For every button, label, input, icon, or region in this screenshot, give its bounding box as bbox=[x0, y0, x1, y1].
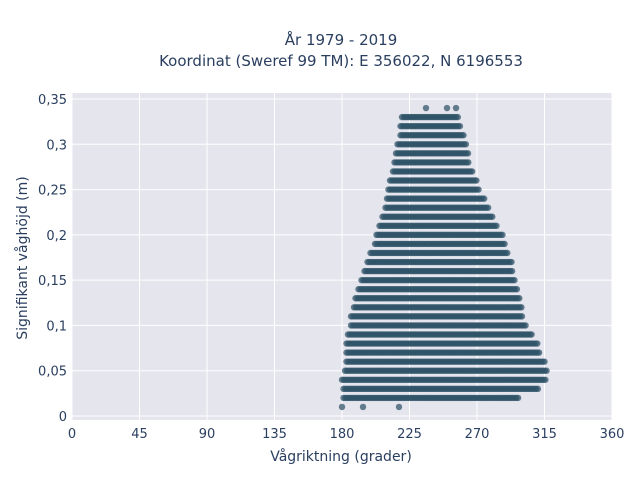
y-tick-label: 0,2 bbox=[46, 229, 67, 244]
scatter-point bbox=[543, 367, 550, 374]
y-tick-label: 0,15 bbox=[38, 274, 67, 289]
scatter-point bbox=[516, 295, 523, 302]
y-tick-label: 0,1 bbox=[46, 319, 67, 334]
scatter-point bbox=[499, 231, 506, 239]
scatter-point bbox=[508, 267, 516, 275]
scatter-point bbox=[493, 222, 500, 229]
x-tick-label: 45 bbox=[131, 427, 148, 442]
y-tick-label: 0,25 bbox=[38, 184, 67, 199]
scatter-point bbox=[443, 104, 451, 112]
y-tick-label: 0 bbox=[59, 410, 67, 425]
y-axis-ticks: 0 0,05 0,1 0,15 0,2 0,25 0,3 0,35 bbox=[38, 93, 67, 425]
x-tick-label: 225 bbox=[397, 427, 422, 442]
scatter-point bbox=[452, 104, 460, 112]
scatter-point bbox=[522, 322, 529, 329]
scatter-point bbox=[489, 213, 496, 220]
chart-subtitle: Koordinat (Sweref 99 TM): E 356022, N 61… bbox=[159, 52, 523, 70]
scatter-point bbox=[395, 403, 403, 411]
scatter-point bbox=[501, 240, 508, 248]
scatter-point bbox=[464, 150, 472, 157]
scatter-point bbox=[475, 186, 482, 193]
scatter-point bbox=[422, 104, 430, 112]
scatter-point bbox=[534, 340, 541, 347]
scatter-point bbox=[511, 276, 518, 284]
data-points bbox=[338, 104, 550, 411]
scatter-point bbox=[508, 258, 515, 266]
x-tick-label: 270 bbox=[465, 427, 490, 442]
scatter-point bbox=[518, 304, 525, 311]
scatter-point bbox=[462, 141, 470, 148]
scatter-point bbox=[504, 249, 511, 257]
scatter-point bbox=[481, 195, 488, 202]
x-axis-label: Vågriktning (grader) bbox=[270, 448, 412, 465]
x-tick-label: 0 bbox=[68, 427, 76, 442]
scatter-point bbox=[513, 286, 521, 293]
scatter-point bbox=[514, 394, 522, 402]
scatter-point bbox=[484, 204, 492, 211]
scatter-point bbox=[338, 403, 346, 411]
y-tick-label: 0,3 bbox=[46, 138, 67, 153]
scatter-point bbox=[541, 358, 548, 365]
scatter-point bbox=[535, 349, 543, 356]
x-tick-label: 180 bbox=[330, 427, 355, 442]
scatter-point bbox=[473, 177, 480, 184]
scatter-point bbox=[359, 403, 367, 411]
scatter-point bbox=[456, 122, 464, 130]
scatter-point bbox=[528, 331, 535, 338]
y-tick-label: 0,35 bbox=[38, 93, 67, 108]
scatter-point bbox=[518, 313, 526, 320]
chart-title: År 1979 - 2019 bbox=[285, 30, 398, 49]
scatter-point bbox=[460, 132, 467, 139]
y-tick-label: 0,05 bbox=[38, 365, 67, 380]
scatter-point bbox=[534, 385, 542, 393]
y-axis-label: Signifikant våghöjd (m) bbox=[14, 176, 31, 339]
scatter-point bbox=[465, 159, 472, 166]
scatter-point bbox=[454, 113, 461, 121]
x-axis-ticks: 0 45 90 135 180 225 270 315 360 bbox=[68, 427, 625, 442]
scatter-point bbox=[469, 168, 476, 175]
x-tick-label: 315 bbox=[532, 427, 557, 442]
x-tick-label: 135 bbox=[262, 427, 287, 442]
x-tick-label: 90 bbox=[199, 427, 216, 442]
x-tick-label: 360 bbox=[600, 427, 625, 442]
scatter-point bbox=[542, 376, 549, 383]
